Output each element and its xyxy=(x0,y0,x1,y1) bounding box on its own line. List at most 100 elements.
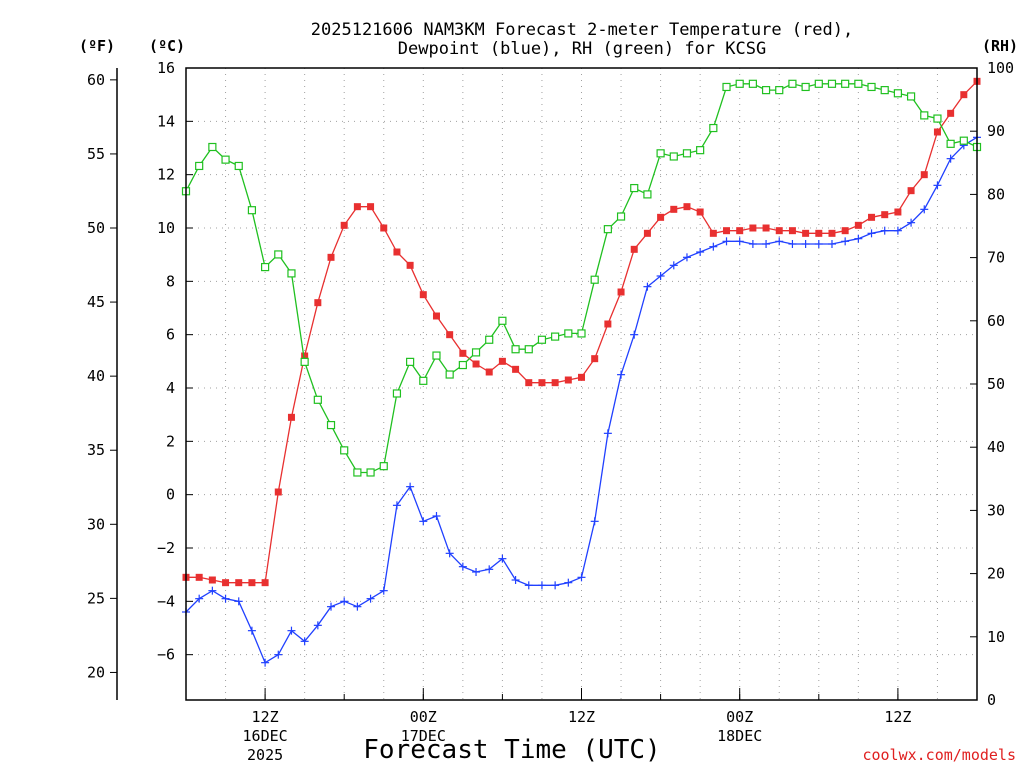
rh-point xyxy=(722,82,731,92)
dewpoint-point xyxy=(432,512,441,520)
temperature-point xyxy=(933,128,941,136)
rh-point xyxy=(616,212,626,221)
fahrenheit-tick-label: 40 xyxy=(87,367,105,385)
fahrenheit-tick-label: 50 xyxy=(87,219,105,237)
temperature-point xyxy=(406,261,414,269)
rh-point xyxy=(577,329,586,338)
dewpoint-point xyxy=(472,568,481,576)
rh-tick-label: 30 xyxy=(987,501,1005,519)
rh-point xyxy=(946,139,955,148)
temperature-point xyxy=(314,299,322,307)
dewpoint-point xyxy=(722,237,731,246)
dewpoint-point xyxy=(762,240,771,248)
dewpoint-point xyxy=(406,482,415,491)
dewpoint-point xyxy=(498,554,507,563)
temperature-point xyxy=(512,365,520,373)
series-rh xyxy=(181,79,982,477)
rh-point xyxy=(920,111,929,120)
celsius-tick-label: 4 xyxy=(166,379,175,397)
temperature-point xyxy=(327,253,335,261)
temperature-point xyxy=(709,229,717,237)
dewpoint-point xyxy=(867,229,876,238)
rh-point xyxy=(959,136,968,145)
temperature-point xyxy=(670,205,678,213)
dewpoint-point xyxy=(656,272,665,280)
rh-tick-label: 100 xyxy=(987,59,1014,77)
rh-point xyxy=(326,420,336,430)
temperature-point xyxy=(367,203,375,211)
temperature-point xyxy=(419,291,427,299)
rh-point xyxy=(498,316,507,325)
date-tick-label: 18DEC xyxy=(717,727,762,745)
dewpoint-point xyxy=(524,581,533,590)
rh-point xyxy=(709,123,718,133)
dewpoint-point xyxy=(682,253,691,262)
temperature-point xyxy=(235,579,243,587)
dewpoint-point xyxy=(274,650,283,659)
rh-point xyxy=(445,370,454,379)
dewpoint-point xyxy=(880,226,889,235)
series-dewpoint xyxy=(182,133,981,667)
rh-point xyxy=(379,462,388,471)
rh-point xyxy=(392,389,402,398)
dewpoint-point xyxy=(630,330,639,339)
fahrenheit-tick-label: 25 xyxy=(87,589,105,607)
temperature-point xyxy=(630,245,638,253)
dewpoint-point xyxy=(709,242,718,251)
temperature-point xyxy=(340,221,348,229)
dewpoint-point xyxy=(551,581,560,590)
rh-point xyxy=(524,345,533,354)
rh-point xyxy=(537,335,547,344)
dewpoint-point xyxy=(379,586,388,595)
rh-point xyxy=(603,225,612,234)
rh-tick-label: 50 xyxy=(987,375,1005,393)
fahrenheit-tick-label: 60 xyxy=(87,71,105,89)
x-axis-title: Forecast Time (UTC) xyxy=(363,735,660,765)
dewpoint-point xyxy=(696,248,705,256)
dewpoint-point xyxy=(195,594,204,603)
temperature-point xyxy=(208,576,216,584)
rh-point xyxy=(287,269,296,278)
rh-point xyxy=(682,149,692,158)
temperature-point xyxy=(643,229,651,237)
temperature-point xyxy=(894,208,902,216)
temperature-point xyxy=(393,248,401,256)
temperature-point xyxy=(195,573,203,581)
rh-point xyxy=(551,332,560,341)
year-tick-label: 2025 xyxy=(247,746,283,764)
temperature-point xyxy=(432,312,440,320)
temperature-point xyxy=(762,224,770,232)
celsius-tick-label: −2 xyxy=(157,539,175,557)
temperature-point xyxy=(815,229,823,237)
time-tick-label: 12Z xyxy=(252,708,279,726)
rh-point xyxy=(906,92,916,101)
rh-point xyxy=(247,206,257,215)
celsius-unit-label: (ºC) xyxy=(149,37,185,55)
temperature-point xyxy=(683,203,691,211)
rh-point xyxy=(814,79,823,88)
temperature-point xyxy=(828,229,836,237)
credit-link[interactable]: coolwx.com/models xyxy=(862,746,1016,764)
temperature-point xyxy=(591,355,599,363)
temperature-point xyxy=(920,171,928,179)
temperature-point xyxy=(736,227,744,235)
rh-point xyxy=(827,79,837,88)
rh-point xyxy=(696,146,705,155)
dewpoint-point xyxy=(841,237,850,246)
temperature-point xyxy=(960,91,968,99)
celsius-tick-label: 6 xyxy=(166,326,175,344)
dewpoint-point xyxy=(775,237,784,246)
rh-tick-label: 0 xyxy=(987,691,996,709)
dewpoint-point xyxy=(327,602,336,611)
temperature-point xyxy=(248,579,256,587)
rh-point xyxy=(801,82,810,92)
plot-frame xyxy=(185,67,978,701)
temperature-point xyxy=(485,368,493,376)
rh-point xyxy=(340,446,349,455)
temperature-point xyxy=(657,213,665,221)
rh-tick-label: 70 xyxy=(987,249,1005,267)
dewpoint-point xyxy=(221,594,230,603)
dewpoint-point xyxy=(893,226,902,235)
temperature-point xyxy=(380,224,388,232)
